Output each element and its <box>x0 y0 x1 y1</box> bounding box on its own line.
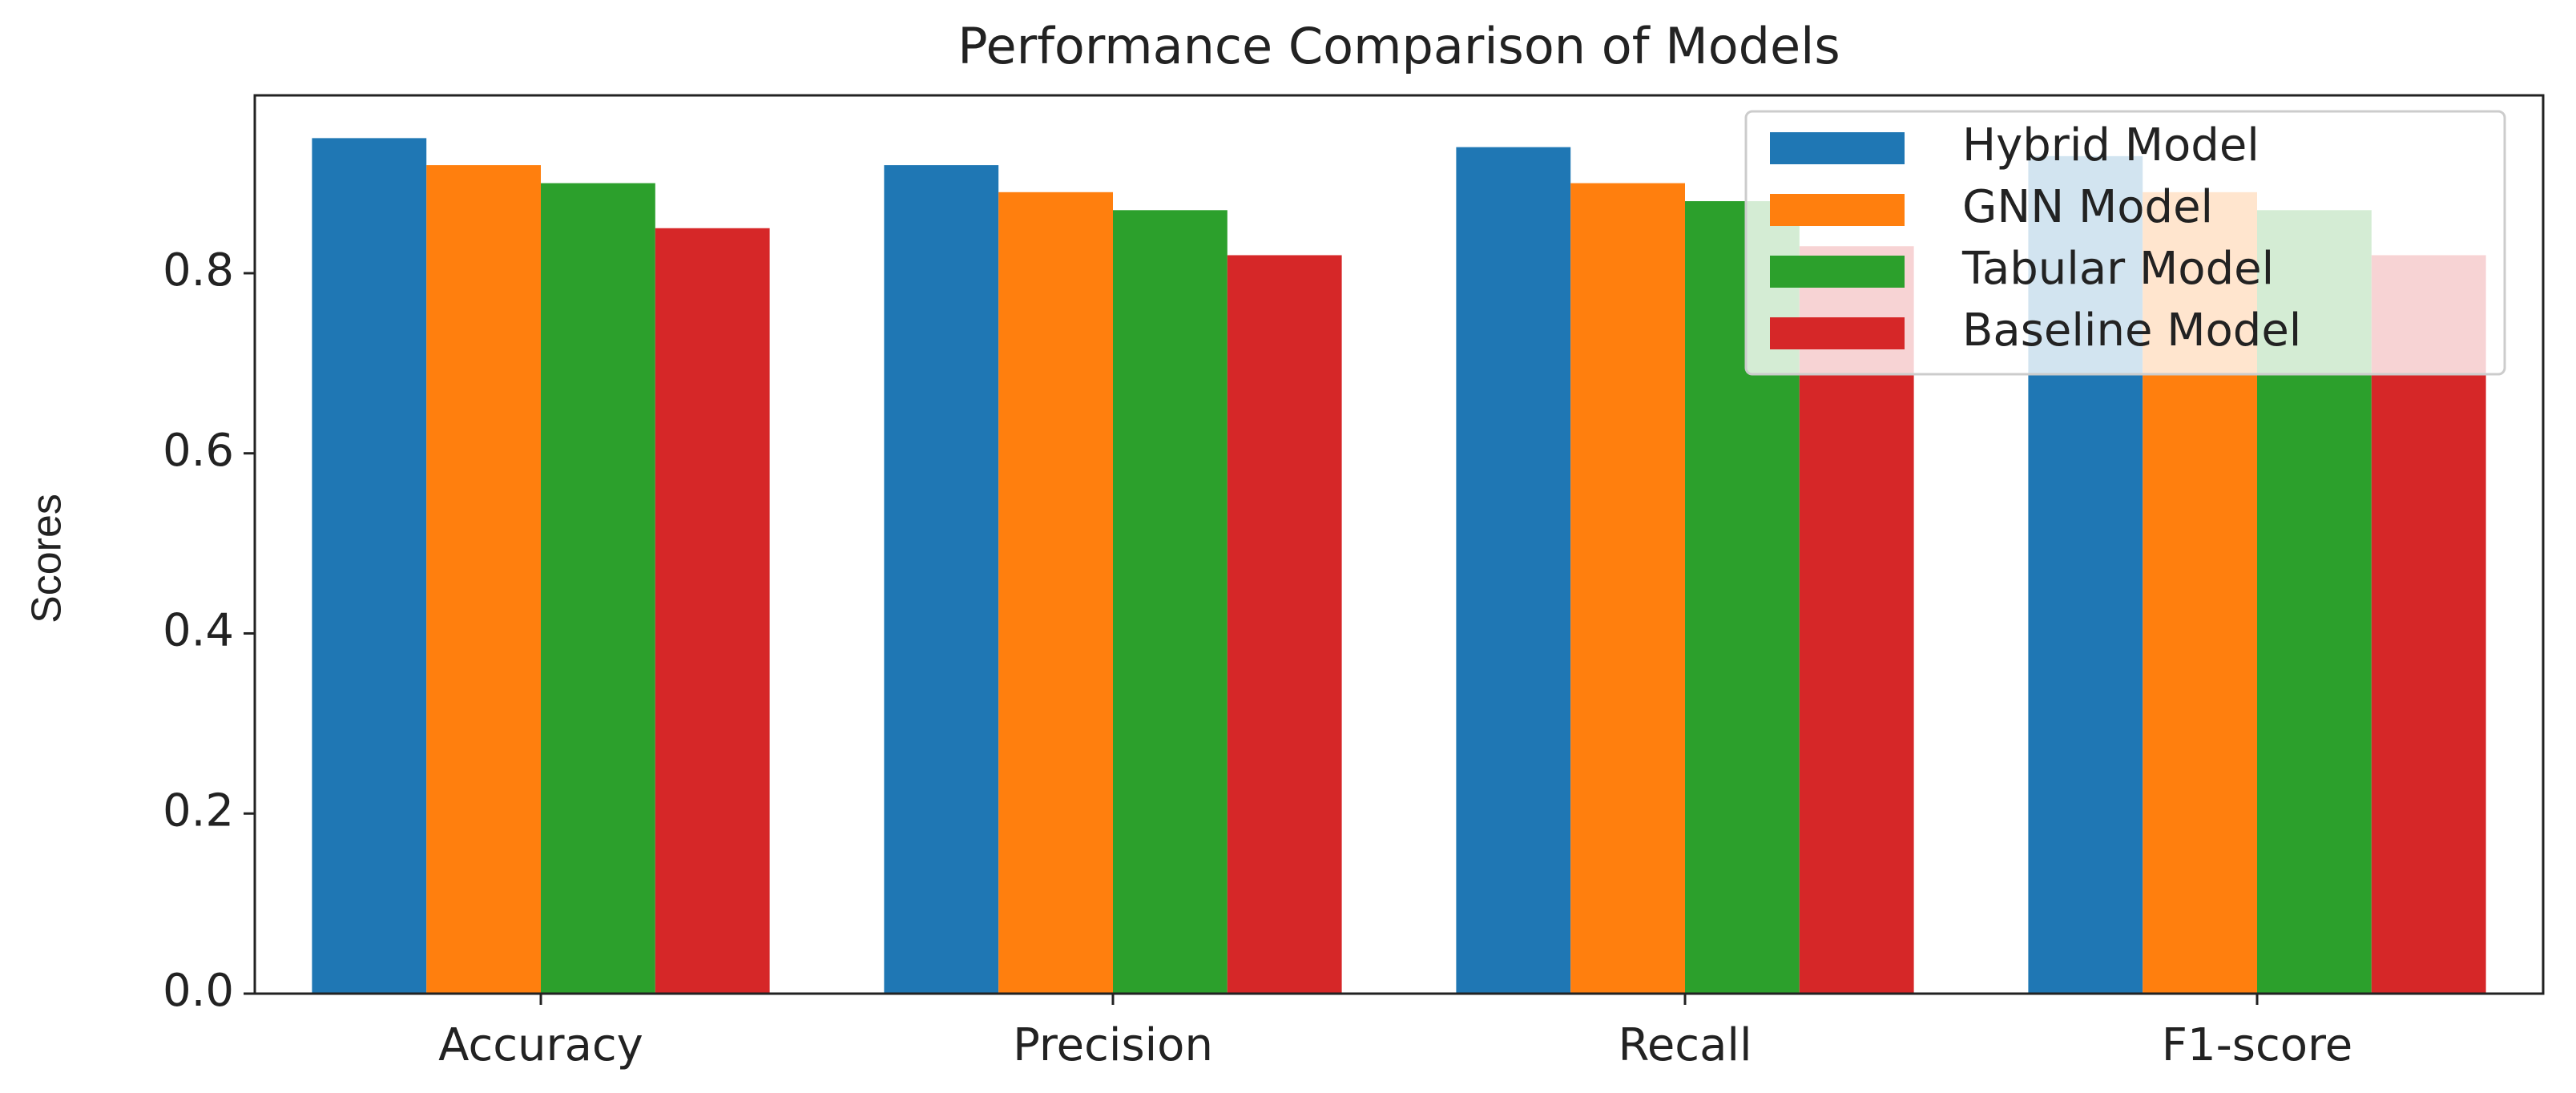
x-tick-label: Precision <box>1013 1019 1213 1071</box>
bar <box>1227 255 1342 994</box>
bar <box>426 165 541 994</box>
bar <box>312 138 427 994</box>
y-tick-label: 0.2 <box>163 784 234 837</box>
legend-label: Baseline Model <box>1962 305 2301 357</box>
y-tick-label: 0.4 <box>163 605 234 657</box>
legend-label: GNN Model <box>1962 181 2213 233</box>
legend-swatch <box>1770 256 1905 288</box>
x-tick-label: F1-score <box>2162 1019 2353 1071</box>
bar <box>998 192 1113 994</box>
y-tick-label: 0.8 <box>163 244 234 296</box>
legend-label: Hybrid Model <box>1962 119 2260 171</box>
legend-label: Tabular Model <box>1961 243 2274 295</box>
bar <box>655 228 770 994</box>
bar <box>1570 183 1685 994</box>
chart-title: Performance Comparison of Models <box>957 17 1840 75</box>
bar <box>884 165 999 994</box>
legend-swatch <box>1770 317 1905 349</box>
legend-swatch <box>1770 132 1905 164</box>
y-tick-label: 0.0 <box>163 965 234 1017</box>
axes-frame <box>253 94 2545 995</box>
y-axis-label: Scores <box>24 494 71 623</box>
bar <box>1456 147 1571 994</box>
bar <box>2371 255 2486 994</box>
bar <box>541 183 655 994</box>
x-tick-label: Recall <box>1618 1019 1752 1071</box>
bar <box>1113 210 1228 994</box>
x-tick-label: Accuracy <box>438 1019 643 1071</box>
legend-box <box>1744 110 2506 376</box>
y-tick-label: 0.6 <box>163 425 234 477</box>
legend: Hybrid Model GNN Model Tabular Model Baseli… <box>1744 110 2506 376</box>
legend-swatch <box>1770 194 1905 226</box>
